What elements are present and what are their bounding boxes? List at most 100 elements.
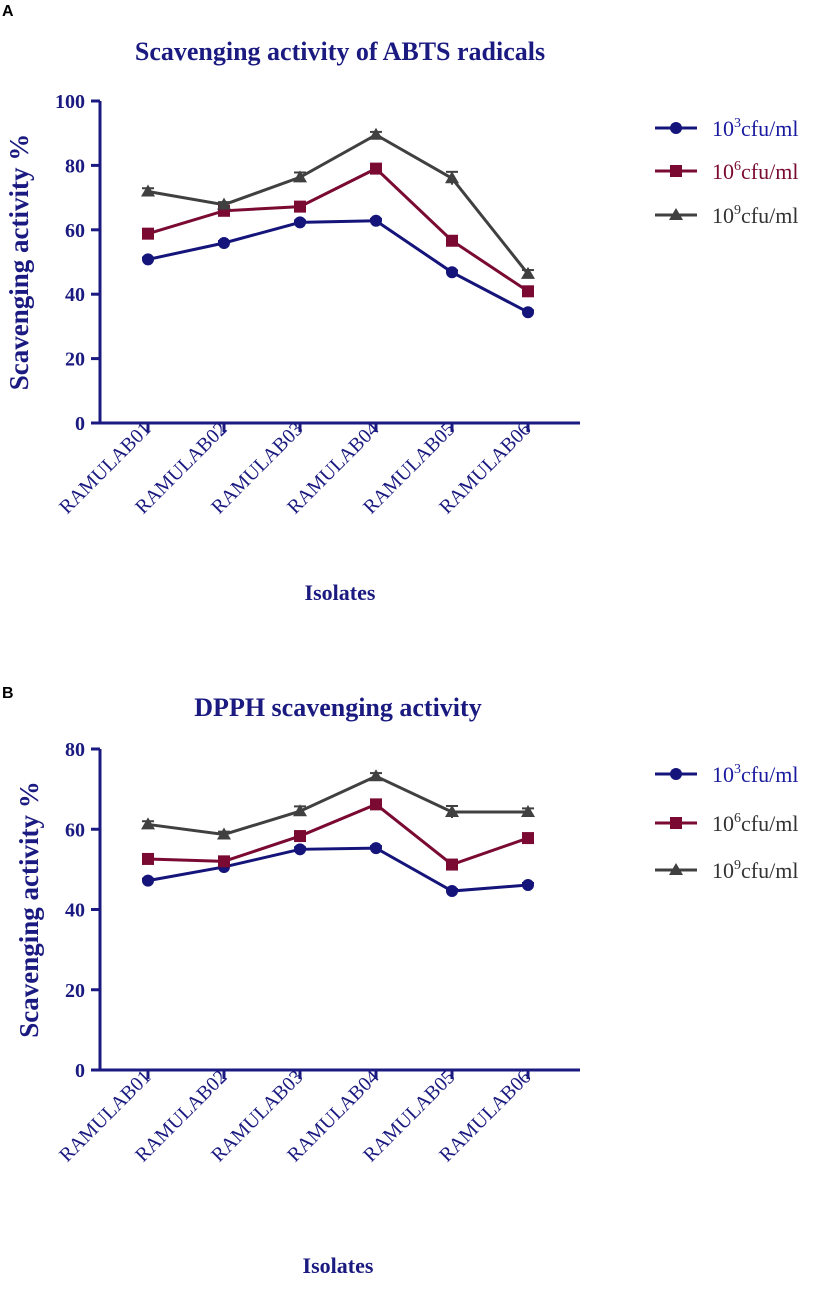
y-tick-label: 0 [75, 1060, 85, 1082]
legend-label: 103cfu/ml [712, 116, 798, 141]
data-point [217, 827, 231, 840]
legend-item-3: 103cfu/ml [655, 116, 798, 141]
legend-exponent: 9 [734, 858, 741, 873]
square-marker-icon [670, 165, 682, 177]
data-point [446, 858, 458, 871]
series-line [147, 846, 529, 893]
circle-marker-icon [670, 122, 682, 134]
legend-exponent: 6 [734, 811, 741, 826]
legend-unit: cfu/ml [741, 762, 798, 787]
legend-unit: cfu/ml [741, 203, 798, 228]
legend-item-3: 103cfu/ml [655, 762, 798, 787]
data-point [446, 885, 458, 898]
legend-unit: cfu/ml [741, 858, 798, 883]
y-axis-title: Scavenging activity % [14, 781, 44, 1038]
data-point [217, 197, 231, 210]
y-tick-label: 0 [75, 413, 85, 435]
legend-item-6: 106cfu/ml [655, 159, 798, 184]
legend-exponent: 9 [734, 203, 741, 218]
data-point [142, 227, 154, 240]
legend-unit: cfu/ml [741, 159, 798, 184]
legend-label: 106cfu/ml [712, 159, 798, 184]
legend-label: 103cfu/ml [712, 762, 798, 787]
legend-base: 10 [712, 203, 734, 228]
data-point [370, 162, 382, 175]
legend-base: 10 [712, 858, 734, 883]
data-point [370, 842, 382, 855]
data-point [142, 874, 154, 887]
y-tick-label: 80 [65, 155, 85, 177]
triangle-marker-icon [669, 863, 683, 875]
legend-item-6: 106cfu/ml [655, 811, 798, 836]
y-tick-label: 60 [65, 220, 85, 242]
series-line [147, 219, 529, 314]
square-marker-icon [670, 817, 682, 829]
x-axis-title: Isolates [305, 580, 376, 605]
chart-title: Scavenging activity of ABTS radicals [135, 37, 545, 66]
legend-item-9: 109cfu/ml [655, 203, 798, 228]
data-point [522, 879, 534, 892]
legend-label: 106cfu/ml [712, 811, 798, 836]
legend-unit: cfu/ml [741, 116, 798, 141]
data-point [294, 216, 306, 229]
y-tick-label: 40 [65, 900, 85, 922]
chart-panel-b: B DPPH scavenging activity020406080RAMULA… [2, 685, 798, 1278]
y-tick-label: 60 [65, 819, 85, 841]
legend-base: 10 [712, 116, 734, 141]
triangle-marker-icon [669, 208, 683, 220]
data-point [522, 285, 534, 298]
legend-label: 109cfu/ml [712, 858, 798, 883]
data-point [446, 266, 458, 279]
legend-exponent: 3 [734, 116, 741, 131]
data-point [521, 804, 535, 817]
legend-label: 109cfu/ml [712, 203, 798, 228]
data-point [370, 214, 382, 227]
chart-panel-a: A Scavenging activity of ABTS radicals 0 20… [2, 3, 798, 605]
x-axis-title: Isolates [303, 1253, 374, 1278]
data-point [293, 804, 307, 817]
data-point [218, 237, 230, 250]
y-tick-label: 20 [65, 980, 85, 1002]
data-point [445, 804, 459, 817]
panel-letter: B [2, 685, 14, 702]
legend-exponent: 3 [734, 762, 741, 777]
series-line [147, 133, 530, 275]
series-line [147, 774, 528, 836]
data-point [369, 769, 383, 782]
legend-exponent: 6 [734, 159, 741, 174]
series-9 [141, 127, 535, 279]
data-point [294, 830, 306, 843]
series-3 [142, 842, 534, 898]
data-point [522, 306, 534, 319]
y-tick-label: 100 [55, 91, 85, 113]
data-point [141, 817, 155, 830]
legend-unit: cfu/ml [741, 811, 798, 836]
series-line [147, 802, 529, 867]
y-tick-label: 40 [65, 284, 85, 306]
series-6 [142, 162, 534, 298]
data-point [369, 127, 383, 140]
y-tick-label: 20 [65, 349, 85, 371]
y-axis-title: Scavenging activity % [4, 134, 34, 391]
data-point [141, 184, 155, 197]
series-line [147, 166, 529, 293]
legend-base: 10 [712, 159, 734, 184]
data-point [218, 855, 230, 868]
chart-title: DPPH scavenging activity [194, 693, 481, 722]
data-point [370, 798, 382, 811]
data-point [445, 171, 459, 184]
legend-item-9: 109cfu/ml [655, 858, 798, 883]
legend-base: 10 [712, 811, 734, 836]
circle-marker-icon [670, 768, 682, 780]
data-point [142, 253, 154, 266]
series-3 [142, 214, 534, 319]
series-9 [141, 769, 535, 840]
panel-letter: A [2, 3, 14, 20]
data-point [294, 200, 306, 213]
series-6 [142, 798, 534, 871]
data-point [294, 843, 306, 856]
data-point [522, 832, 534, 845]
data-point [142, 852, 154, 865]
legend-base: 10 [712, 762, 734, 787]
